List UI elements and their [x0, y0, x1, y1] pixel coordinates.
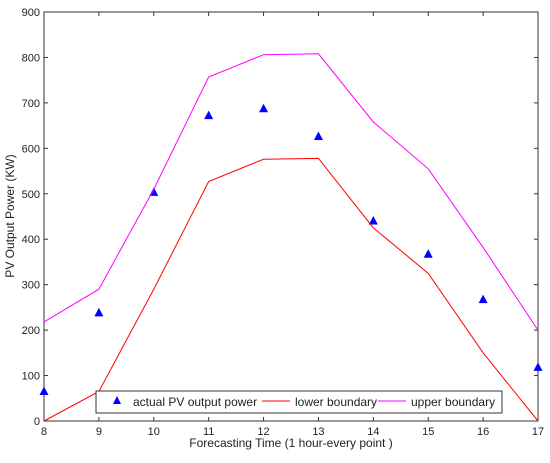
data-point-actual-pv-output-power	[259, 103, 269, 113]
y-tick-label: 700	[22, 98, 40, 110]
y-tick-label: 300	[22, 280, 40, 292]
data-point-actual-pv-output-power	[39, 386, 49, 395]
plot-area	[43, 11, 539, 422]
x-tick-label: 8	[41, 426, 47, 438]
x-tick-label: 14	[367, 426, 379, 438]
axis-ticks: 8 9 10 11 12 13 14 15 16 17 0 100 200 300 400 500 600 700…	[22, 7, 544, 438]
legend-label-actual: actual PV output power	[133, 395, 257, 409]
data-point-actual-pv-output-power	[94, 307, 104, 317]
data-point-actual-pv-output-power	[423, 249, 433, 258]
y-tick-label: 400	[22, 234, 40, 246]
y-tick-label: 800	[22, 52, 40, 64]
legend-label-upper: upper boundary	[411, 395, 495, 409]
y-tick-label: 500	[22, 189, 40, 201]
x-tick-label: 11	[203, 426, 214, 438]
y-tick-label: 900	[22, 7, 40, 19]
y-tick-label: 100	[22, 371, 40, 383]
legend-box	[95, 390, 503, 414]
data-point-actual-pv-output-power	[313, 131, 323, 141]
x-axis-label: Forecasting Time (1 hour-every point )	[189, 436, 392, 450]
data-point-actual-pv-output-power	[478, 294, 488, 304]
data-point-actual-pv-output-power	[368, 216, 378, 225]
x-tick-label: 9	[96, 426, 102, 438]
data-point-actual-pv-output-power	[533, 362, 543, 371]
x-tick-label: 17	[532, 426, 544, 438]
series-line-upper-boundary	[43, 53, 539, 331]
y-tick-label: 600	[22, 143, 40, 155]
series-layer	[39, 53, 543, 422]
legend: actual PV output power lower boundary up…	[95, 390, 503, 414]
x-tick-label: 12	[257, 426, 269, 438]
x-tick-label: 16	[477, 426, 489, 438]
legend-marker-actual	[113, 396, 121, 404]
y-tick-label: 200	[22, 325, 40, 337]
x-tick-label: 15	[422, 426, 434, 438]
x-tick-label: 10	[148, 426, 160, 438]
y-axis-label: PV Output Power (KW)	[3, 154, 17, 277]
y-tick-label: 0	[34, 416, 40, 428]
series-line-lower-boundary	[43, 157, 539, 422]
data-point-actual-pv-output-power	[204, 110, 214, 120]
x-tick-label: 13	[312, 426, 324, 438]
legend-label-lower: lower boundary	[295, 395, 377, 409]
